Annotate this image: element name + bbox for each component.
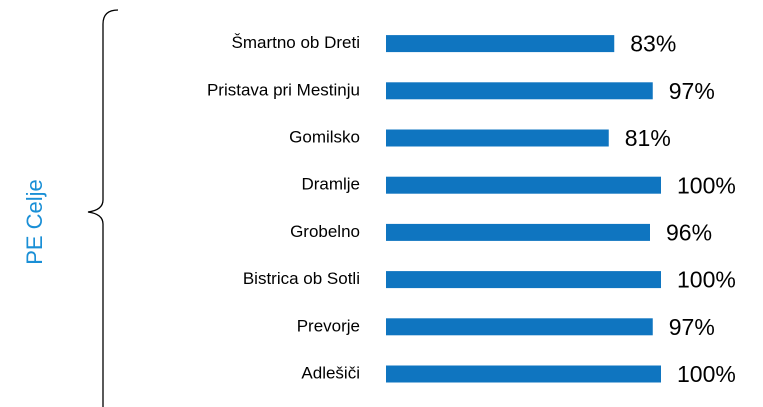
value-label: 81% (625, 125, 671, 151)
category-label: Adlešiči (301, 363, 360, 382)
value-label: 100% (677, 361, 736, 387)
value-label: 96% (666, 219, 712, 245)
category-label: Dramlje (301, 175, 360, 194)
bar (386, 271, 661, 289)
value-label: 97% (669, 78, 715, 104)
category-label: Pristava pri Mestinju (207, 80, 360, 99)
value-label: 100% (677, 172, 736, 198)
bar (386, 318, 653, 336)
category-label: Grobelno (290, 222, 360, 241)
category-label: Prevorje (297, 316, 360, 335)
group-bracket (87, 9, 119, 407)
category-label: Bistrica ob Sotli (243, 269, 360, 288)
value-label: 97% (669, 314, 715, 340)
value-label: 83% (630, 31, 676, 57)
bar (386, 129, 609, 147)
category-label: Gomilsko (289, 127, 360, 146)
bar (386, 82, 653, 100)
value-label: 100% (677, 267, 736, 293)
bar (386, 35, 615, 53)
bar (386, 176, 661, 194)
category-label: Šmartno ob Dreti (232, 33, 361, 52)
bar (386, 365, 661, 383)
group-label: PE Celje (22, 179, 47, 265)
bar (386, 223, 650, 241)
